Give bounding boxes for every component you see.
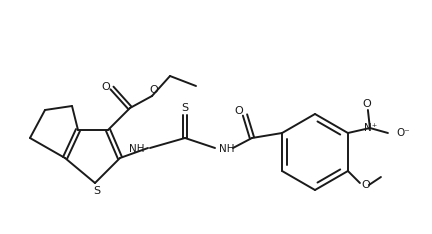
Text: O: O bbox=[102, 82, 110, 92]
Text: N⁺: N⁺ bbox=[364, 123, 378, 133]
Text: O: O bbox=[362, 99, 371, 109]
Text: S: S bbox=[181, 103, 188, 113]
Text: O⁻: O⁻ bbox=[396, 128, 410, 138]
Text: NH: NH bbox=[219, 144, 235, 154]
Text: O: O bbox=[149, 85, 159, 95]
Text: O: O bbox=[362, 180, 370, 190]
Text: S: S bbox=[93, 186, 101, 196]
Text: NH: NH bbox=[128, 144, 144, 154]
Text: O: O bbox=[235, 106, 243, 116]
